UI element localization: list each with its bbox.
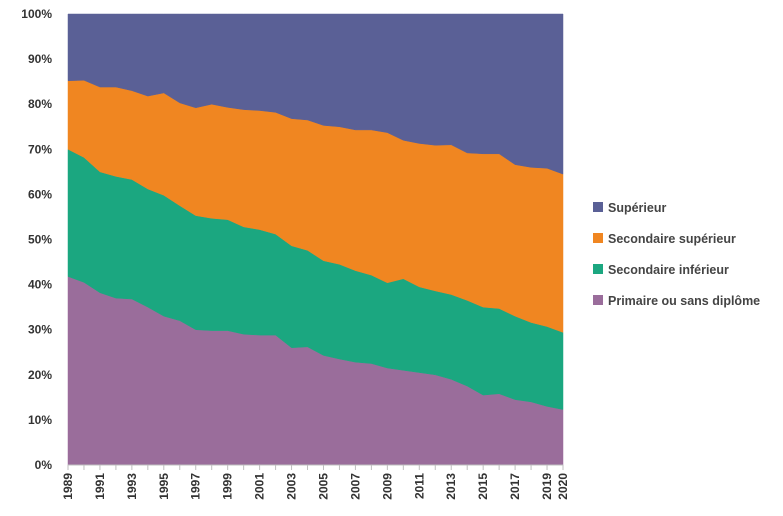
x-tick-label: 1995 bbox=[157, 473, 171, 500]
legend-item-secondaire-superieur: Secondaire supérieur bbox=[593, 232, 736, 246]
x-tick-label: 1997 bbox=[189, 473, 203, 500]
y-tick-label: 20% bbox=[28, 368, 52, 382]
x-tick-label: 2007 bbox=[348, 473, 362, 500]
legend-item-superieur: Supérieur bbox=[593, 201, 666, 215]
y-tick-label: 10% bbox=[28, 413, 52, 427]
legend-swatch bbox=[593, 233, 603, 243]
x-tick-label: 1991 bbox=[93, 473, 107, 500]
x-tick-label: 2013 bbox=[444, 473, 458, 500]
x-tick-label: 2020 bbox=[556, 473, 570, 500]
y-tick-label: 60% bbox=[28, 187, 52, 201]
y-tick-label: 80% bbox=[28, 97, 52, 111]
y-tick-label: 70% bbox=[28, 142, 52, 156]
legend: Supérieur Secondaire supérieur Secondaire … bbox=[593, 201, 760, 308]
x-tick-label: 2011 bbox=[412, 473, 426, 499]
legend-swatch bbox=[593, 202, 603, 212]
y-tick-label: 50% bbox=[28, 233, 52, 247]
y-tick-label: 40% bbox=[28, 278, 52, 292]
x-tick-label: 1999 bbox=[221, 473, 235, 500]
y-axis-ticks: 0% 10% 20% 30% 40% 50% 60% 70% 80% 90% 100% bbox=[21, 7, 52, 472]
x-tick-label: 1993 bbox=[125, 473, 139, 500]
x-axis-ticks: 1989 1991 1993 1995 1997 1999 2001 2003 2005 2007… bbox=[61, 465, 570, 500]
legend-label: Secondaire supérieur bbox=[608, 232, 736, 246]
legend-item-primaire-ou-sans-diplome: Primaire ou sans diplôme bbox=[593, 294, 760, 308]
y-tick-label: 30% bbox=[28, 323, 52, 337]
area-layers bbox=[67, 13, 564, 466]
legend-label: Primaire ou sans diplôme bbox=[608, 294, 760, 308]
x-tick-label: 2017 bbox=[508, 473, 522, 500]
x-tick-label: 1989 bbox=[61, 473, 75, 500]
legend-item-secondaire-inferieur: Secondaire inférieur bbox=[593, 263, 729, 277]
legend-swatch bbox=[593, 264, 603, 274]
legend-label: Secondaire inférieur bbox=[608, 263, 729, 277]
area-superieur bbox=[67, 13, 564, 175]
x-tick-label: 2003 bbox=[285, 473, 299, 500]
legend-swatch bbox=[593, 295, 603, 305]
x-tick-label: 2009 bbox=[380, 473, 394, 500]
x-tick-label: 2005 bbox=[316, 473, 330, 500]
legend-label: Supérieur bbox=[608, 201, 666, 215]
x-tick-label: 2015 bbox=[476, 473, 490, 500]
y-tick-label: 90% bbox=[28, 52, 52, 66]
y-tick-label: 0% bbox=[35, 458, 53, 472]
y-tick-label: 100% bbox=[21, 7, 52, 21]
x-tick-label: 2019 bbox=[540, 473, 554, 500]
x-tick-label: 2001 bbox=[253, 473, 267, 500]
